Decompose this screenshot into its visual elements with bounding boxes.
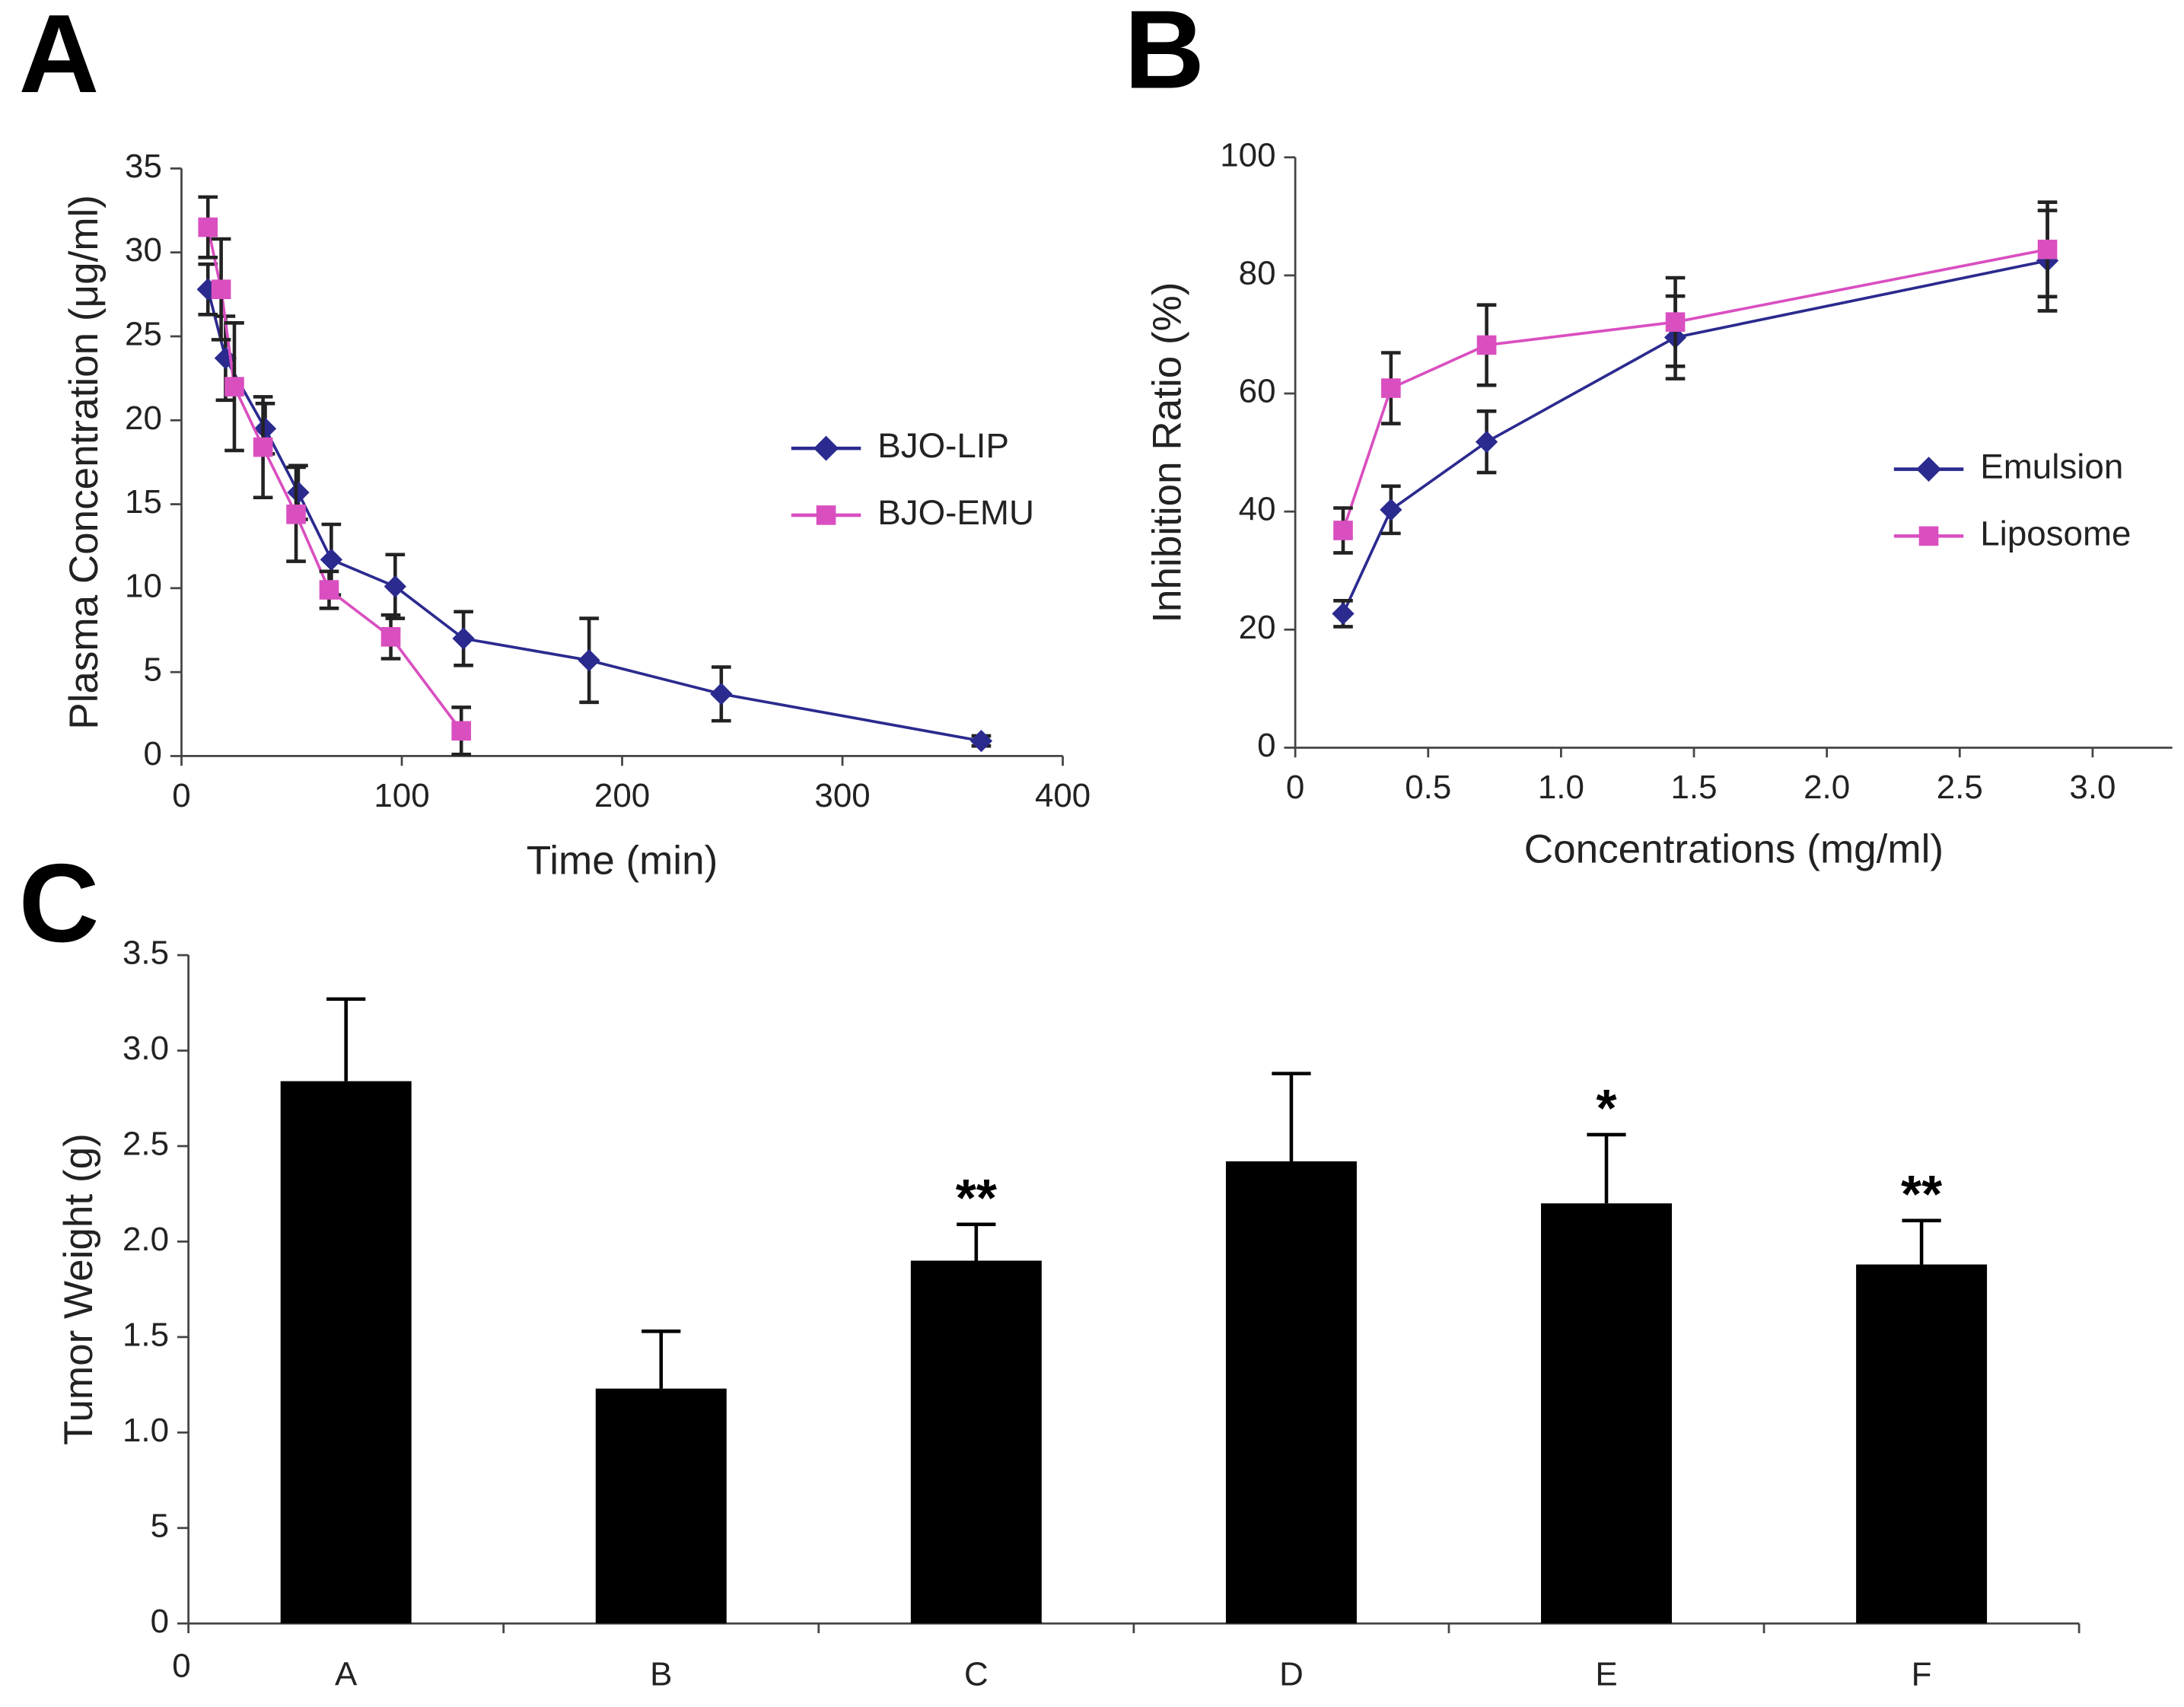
x-axis-label: Time (min) bbox=[527, 838, 718, 883]
error-bar bbox=[326, 997, 366, 1081]
y-axis-label: Inhibition Ratio (%) bbox=[1145, 282, 1189, 623]
x-tick-label: 100 bbox=[374, 777, 429, 814]
y-axis-label: Tumor Weight (g) bbox=[56, 1133, 101, 1445]
x-tick-label: E bbox=[1595, 1655, 1617, 1693]
marker bbox=[1475, 430, 1498, 454]
y-axis-label: Plasma Concentration (μg/ml) bbox=[62, 195, 107, 730]
error-bar bbox=[1587, 1132, 1626, 1204]
marker bbox=[384, 575, 406, 598]
y-tick-label: 10 bbox=[125, 567, 162, 604]
marker bbox=[1665, 312, 1686, 332]
marker bbox=[1333, 521, 1353, 540]
bar bbox=[595, 1388, 727, 1624]
x-tick-label: 3.0 bbox=[2069, 769, 2116, 806]
y-tick-label: 80 bbox=[1239, 254, 1276, 291]
y-tick-label: 5 bbox=[143, 651, 161, 689]
marker bbox=[710, 683, 733, 705]
marker bbox=[319, 580, 339, 600]
error-bar bbox=[642, 1330, 681, 1389]
marker bbox=[1381, 378, 1401, 398]
significance: * bbox=[1596, 1078, 1616, 1138]
legend-marker bbox=[816, 505, 836, 525]
y-tick-label: 3.5 bbox=[123, 935, 169, 972]
x-axis-label: Concentrations (mg/ml) bbox=[1524, 827, 1944, 872]
legend-label: Emulsion bbox=[1980, 447, 2123, 486]
x-tick-label: C bbox=[964, 1655, 989, 1693]
marker bbox=[253, 417, 277, 440]
y-tick-label: 0 bbox=[1257, 727, 1275, 764]
legend-marker bbox=[1918, 526, 1939, 546]
marker bbox=[578, 649, 600, 672]
bar bbox=[1225, 1161, 1357, 1624]
y-tick-label: 25 bbox=[125, 316, 162, 353]
y-tick-label: 0 bbox=[143, 735, 161, 772]
marker bbox=[380, 627, 401, 647]
marker bbox=[211, 279, 231, 300]
y-tick-label: 3.0 bbox=[123, 1030, 169, 1067]
legend-label: Liposome bbox=[1980, 514, 2131, 553]
marker bbox=[198, 217, 218, 237]
marker bbox=[1380, 498, 1402, 521]
x-tick-label: B bbox=[650, 1655, 672, 1693]
x-tick-label: 1.5 bbox=[1671, 769, 1718, 806]
origin-label: 0 bbox=[172, 1647, 190, 1684]
marker bbox=[253, 437, 273, 457]
panel-label: A bbox=[19, 0, 100, 116]
x-tick-label: 1.0 bbox=[1538, 769, 1584, 806]
marker bbox=[451, 721, 471, 741]
y-tick-label: 1.0 bbox=[123, 1412, 169, 1449]
marker bbox=[1332, 602, 1355, 626]
legend-label: BJO-LIP bbox=[877, 426, 1009, 465]
series-line bbox=[206, 227, 463, 732]
error-bar bbox=[957, 1222, 996, 1261]
panel-label: C bbox=[19, 842, 100, 966]
y-tick-label: 20 bbox=[1239, 609, 1276, 646]
x-tick-label: 0 bbox=[1286, 769, 1304, 806]
bar bbox=[280, 1081, 412, 1624]
panel-label: B bbox=[1124, 0, 1205, 112]
x-tick-label: 0 bbox=[172, 777, 190, 814]
bar bbox=[1856, 1264, 1988, 1624]
marker bbox=[287, 481, 310, 504]
bar bbox=[910, 1260, 1042, 1624]
series-line bbox=[206, 288, 982, 743]
bar bbox=[1541, 1203, 1672, 1624]
x-tick-label: F bbox=[1912, 1655, 1932, 1693]
y-tick-label: 20 bbox=[125, 400, 162, 437]
x-tick-label: D bbox=[1279, 1655, 1304, 1693]
legend-marker bbox=[1916, 457, 1942, 482]
marker bbox=[1476, 335, 1497, 355]
y-tick-label: 2.0 bbox=[123, 1221, 169, 1258]
x-tick-label: 2.5 bbox=[1937, 769, 1983, 806]
significance: ** bbox=[1901, 1164, 1942, 1224]
y-tick-label: 5 bbox=[151, 1507, 169, 1544]
significance: ** bbox=[956, 1168, 997, 1228]
marker bbox=[224, 377, 244, 396]
y-tick-label: 30 bbox=[125, 231, 162, 269]
error-bar bbox=[1902, 1218, 1941, 1265]
y-tick-label: 15 bbox=[125, 483, 162, 521]
y-tick-label: 35 bbox=[125, 148, 162, 185]
marker bbox=[452, 627, 475, 650]
legend-label: BJO-EMU bbox=[877, 493, 1034, 532]
y-tick-label: 60 bbox=[1239, 373, 1276, 410]
error-bar bbox=[1272, 1072, 1311, 1162]
y-tick-label: 2.5 bbox=[123, 1126, 169, 1163]
y-tick-label: 40 bbox=[1239, 491, 1276, 528]
y-tick-label: 1.5 bbox=[123, 1316, 169, 1353]
x-tick-label: 2.0 bbox=[1804, 769, 1850, 806]
x-tick-label: 200 bbox=[594, 777, 650, 814]
marker bbox=[320, 548, 343, 571]
y-tick-label: 100 bbox=[1220, 136, 1275, 174]
marker bbox=[2037, 239, 2058, 260]
x-tick-label: 0.5 bbox=[1405, 769, 1451, 806]
y-tick-label: 0 bbox=[151, 1603, 169, 1640]
marker bbox=[286, 504, 306, 524]
x-tick-label: A bbox=[335, 1655, 358, 1693]
x-tick-label: 300 bbox=[814, 777, 870, 814]
marker bbox=[969, 729, 993, 753]
x-tick-label: 400 bbox=[1035, 777, 1090, 814]
